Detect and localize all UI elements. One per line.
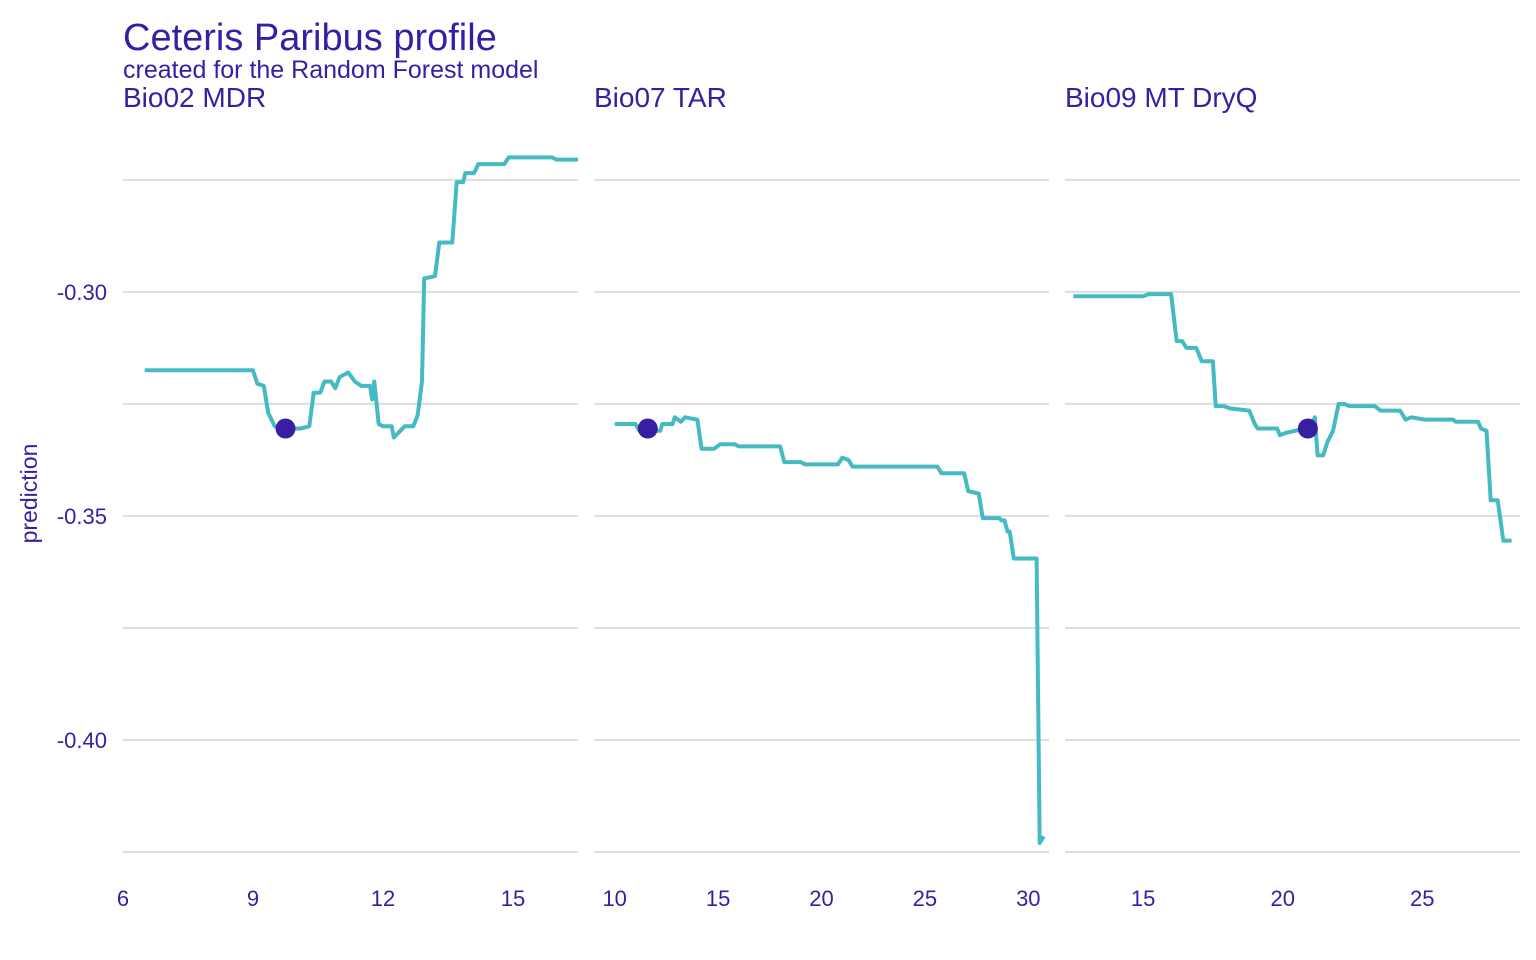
x-tick-label: 25 [1410,886,1434,911]
y-tick-labels: -0.30 -0.35 -0.40 [57,280,107,753]
x-tick-label: 30 [1016,886,1040,911]
x-tick-label: 9 [247,886,259,911]
chart-subtitle: created for the Random Forest model [123,56,538,84]
y-tick-label: -0.30 [57,280,107,305]
facet-panel: Bio09 MT DryQ 15 20 25 [1065,82,1520,911]
x-tick-label: 20 [809,886,833,911]
x-tick-label: 10 [602,886,626,911]
panel-label: Bio02 MDR [123,82,266,113]
panel-label: Bio07 TAR [594,82,727,113]
x-tick-label: 20 [1270,886,1294,911]
x-tick-label: 15 [501,886,525,911]
x-tick-label: 12 [371,886,395,911]
facet-panel: Bio07 TAR 10 15 20 25 30 [594,82,1049,911]
facet-panels: Bio02 MDR 6 9 12 15 Bio07 TAR 10 15 20 25 30 Bio09 … [117,82,1520,911]
x-tick-label: 15 [1131,886,1155,911]
panel-label: Bio09 MT DryQ [1065,82,1257,113]
profile-line [614,415,1046,845]
observation-point [275,418,296,439]
facet-panel: Bio02 MDR 6 9 12 15 [117,82,578,911]
y-tick-label: -0.35 [57,504,107,529]
observation-point [1297,418,1318,439]
x-tick-label: 25 [913,886,937,911]
chart-title: Ceteris Paribus profile [123,17,497,59]
y-axis-label: prediction [16,444,42,544]
observation-point [637,418,658,439]
profile-line [144,155,578,440]
x-tick-label: 15 [706,886,730,911]
profile-line [1073,292,1512,543]
y-tick-label: -0.40 [57,728,107,753]
x-tick-label: 6 [117,886,129,911]
